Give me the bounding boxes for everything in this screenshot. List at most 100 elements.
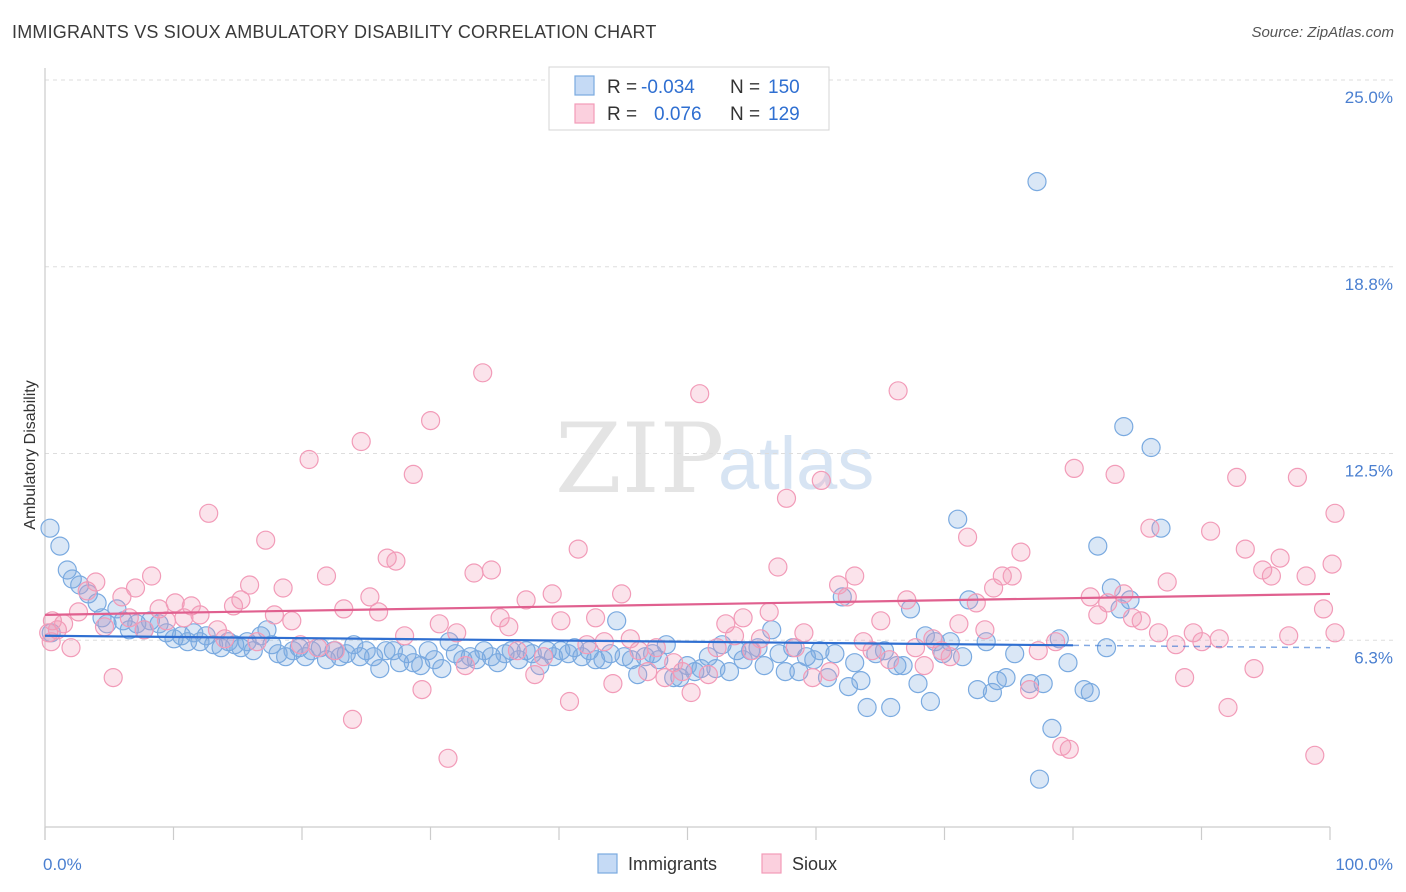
immigrants-point [825, 644, 845, 664]
immigrants-point [1042, 718, 1062, 739]
legend-r-value-2: 0.076 [654, 104, 702, 125]
sioux-point [199, 503, 219, 523]
bottom-legend-sioux: Sioux [792, 854, 837, 874]
sioux-point [1305, 745, 1325, 765]
immigrants-point [1005, 644, 1025, 664]
immigrants-point [204, 635, 224, 655]
sioux-point [698, 664, 719, 685]
y-tick-label: 18.8% [1345, 275, 1393, 294]
sioux-point [837, 587, 857, 607]
sioux-point [481, 560, 501, 580]
sioux-point [1200, 521, 1221, 541]
sioux-point [888, 381, 908, 401]
sioux-point [551, 611, 571, 631]
sioux-point [1192, 632, 1212, 652]
sioux-point [215, 629, 235, 649]
sioux-point [516, 590, 536, 610]
legend-n-label-2: N = [730, 104, 760, 125]
sioux-point [940, 647, 960, 667]
sioux-point [403, 464, 423, 484]
sioux-point [156, 611, 177, 631]
sioux-point [629, 641, 649, 661]
sioux-point [611, 584, 632, 604]
sioux-point [103, 667, 123, 688]
immigrants-point [1019, 673, 1040, 694]
immigrants-point [376, 641, 396, 661]
sioux-point [802, 667, 823, 688]
immigrants-point [881, 697, 901, 718]
sioux-point [1011, 542, 1031, 562]
immigrants-point [364, 647, 384, 667]
legend-n-value-2: 129 [768, 104, 800, 125]
sioux-point [342, 709, 363, 730]
immigrants-point [1088, 536, 1108, 556]
sioux-point [820, 661, 840, 682]
sioux-point [1322, 554, 1342, 574]
bottom-legend: Immigrants Sioux [597, 853, 837, 874]
sioux-point [41, 632, 61, 652]
sioux-point [190, 605, 210, 625]
chart-title: IMMIGRANTS VS SIOUX AMBULATORY DISABILIT… [12, 22, 657, 42]
immigrants-point [370, 658, 390, 679]
immigrants-point [908, 673, 928, 694]
sioux-point [1166, 635, 1186, 655]
legend-swatch-sioux [574, 103, 595, 124]
sioux-point [264, 605, 284, 625]
sioux-point [1028, 641, 1048, 661]
legend-r-value-1: -0.034 [641, 77, 695, 98]
immigrants-point [845, 653, 865, 673]
sioux-point [1064, 458, 1084, 478]
sioux-point [1131, 611, 1151, 631]
sioux-point [507, 641, 528, 661]
sioux-point [42, 611, 63, 631]
immigrants-point [775, 661, 795, 682]
sioux-point [690, 384, 710, 404]
x-tick-label-min: 0.0% [43, 855, 82, 874]
immigrants-point [754, 655, 774, 676]
immigrants-point [996, 667, 1016, 688]
sioux-point [256, 530, 276, 550]
sioux-point [759, 602, 779, 622]
sioux-point [568, 539, 588, 559]
sioux-point [603, 673, 623, 694]
sioux-point [1227, 467, 1247, 487]
immigrants-point [607, 611, 627, 631]
sioux-point [94, 617, 115, 637]
immigrants-point [948, 509, 968, 529]
sioux-point [1325, 503, 1345, 523]
sioux-point [412, 679, 432, 700]
bottom-swatch-sioux [761, 853, 782, 874]
immigrants-point [344, 635, 364, 655]
sioux-point [733, 608, 753, 628]
sioux-point [447, 623, 467, 643]
sioux-point [1209, 629, 1229, 649]
x-tick-label-max: 100.0% [1335, 855, 1393, 874]
immigrants-point [851, 670, 871, 691]
sioux-point [585, 608, 606, 628]
sioux-point [1148, 623, 1169, 643]
grid-lines [45, 79, 1395, 641]
immigrants-point [920, 691, 941, 712]
sioux-point [455, 655, 475, 676]
immigrants-point [1080, 682, 1100, 703]
sioux-point [421, 411, 441, 431]
watermark-zip: ZIP [555, 403, 724, 515]
sioux-point [1019, 679, 1040, 700]
sioux-point [1174, 667, 1195, 688]
sioux-point [1002, 566, 1022, 586]
legend-swatch-immigrants [574, 75, 595, 96]
immigrants-point [649, 650, 669, 670]
sioux-point [134, 620, 154, 640]
sioux-point [533, 647, 554, 667]
sioux-point [794, 623, 814, 643]
legend-n-label-1: N = [730, 77, 760, 98]
immigrants-point [838, 676, 859, 697]
sioux-point [499, 617, 519, 637]
sioux-point [1261, 566, 1282, 586]
sioux-point [53, 614, 74, 634]
sioux-point [119, 608, 139, 628]
sioux-point [707, 638, 727, 658]
sioux-point [559, 691, 580, 712]
immigrants-point [40, 518, 60, 538]
